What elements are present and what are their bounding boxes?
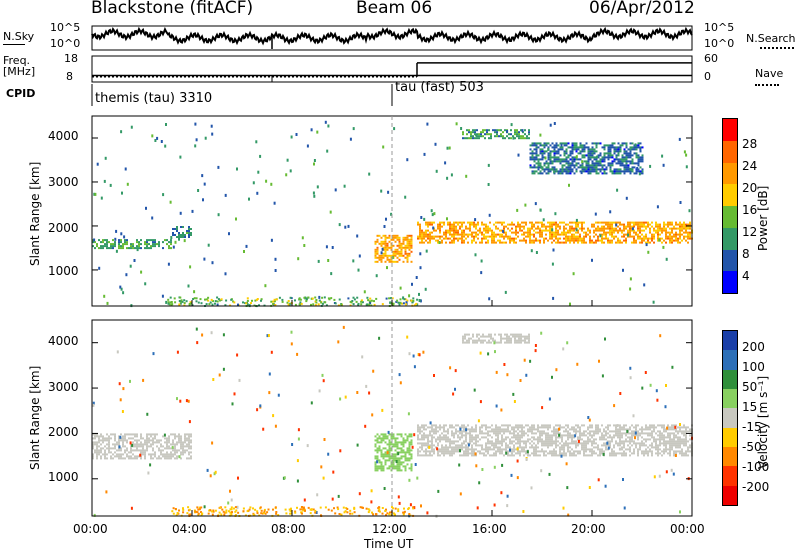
power-colorbar-cell-5 (723, 227, 737, 250)
power-colorbar (722, 118, 738, 294)
xtick-1: 04:00 (172, 522, 207, 536)
date-title: 06/Apr/2012 (589, 0, 695, 18)
velocity-cb-tick-m200: -200 (742, 480, 770, 494)
cpid-mode-2: tau (fast) 503 (395, 80, 484, 95)
power-cb-tick-20: 20 (742, 181, 758, 195)
noise-right-tick-bottom: 10^0 (704, 37, 735, 50)
power-ytick-4000: 4000 (48, 129, 79, 143)
power-ytick-1000: 1000 (48, 264, 79, 278)
xtick-0: 00:00 (73, 522, 108, 536)
nsky-label: N.Sky (3, 30, 35, 43)
power-colorbar-cell-2 (723, 162, 737, 185)
power-cb-tick-12: 12 (742, 225, 758, 239)
velocity-ytick-4000: 4000 (48, 334, 79, 348)
nsearch-label: N.Search (746, 32, 796, 45)
xaxis-label: Time UT (364, 537, 414, 551)
nsky-legend-line (3, 44, 25, 45)
power-colorbar-cell-7 (723, 271, 737, 293)
freq-label: Freq. (3, 54, 31, 67)
noise-left-tick-bottom: 10^0 (50, 37, 81, 50)
nave-legend-line (755, 84, 779, 86)
power-echo-band-2 (374, 234, 413, 263)
noise-sky-trace (91, 26, 693, 46)
power-colorbar-cell-6 (723, 249, 737, 272)
power-cb-tick-24: 24 (742, 159, 758, 173)
velocity-cb-tick-m50: -50 (742, 440, 762, 454)
power-colorbar-cell-4 (723, 206, 737, 228)
nave-label: Nave (755, 67, 784, 80)
velocity-colorbar-cell-3 (723, 388, 737, 409)
power-echo-band-1 (172, 226, 192, 238)
velocity-colorbar (722, 330, 738, 506)
velocity-colorbar-cell-4 (723, 408, 737, 428)
nave-right-tick-bottom: 0 (704, 70, 711, 83)
xtick-5: 20:00 (571, 522, 606, 536)
noise-panel-frame (91, 25, 693, 51)
velocity-scatter-echoes (92, 325, 693, 518)
power-colorbar-cell-0 (723, 119, 737, 141)
noise-right-tick-top: 10^5 (704, 21, 735, 34)
xtick-2: 08:00 (271, 522, 306, 536)
velocity-colorbar-cell-6 (723, 446, 737, 467)
power-colorbar-cell-1 (723, 140, 737, 163)
velocity-colorbar-cell-2 (723, 369, 737, 389)
power-colorbar-cell-3 (723, 184, 737, 206)
power-cb-tick-16: 16 (742, 203, 758, 217)
freq-panel-frame (91, 55, 693, 83)
velocity-cb-tick-m100: -100 (742, 460, 770, 474)
velocity-colorbar-cell-1 (723, 350, 737, 370)
beam-title: Beam 06 (356, 0, 433, 18)
xtick-6: 00:00 (670, 522, 705, 536)
nave-right-tick-top: 60 (704, 52, 718, 65)
xtick-3: 12:00 (372, 522, 407, 536)
station-title: Blackstone (fitACF) (91, 0, 254, 18)
power-echo-band-3 (417, 221, 693, 244)
power-cb-tick-4: 4 (742, 269, 750, 283)
xtick-4: 16:00 (472, 522, 507, 536)
velocity-ytick-3000: 3000 (48, 380, 79, 394)
cpid-mode-1: themis (tau) 3310 (95, 91, 213, 106)
velocity-cb-tick-m15: -15 (742, 420, 762, 434)
velocity-colorbar-cell-7 (723, 466, 737, 486)
freq-left-tick-top: 18 (64, 52, 78, 65)
velocity-colorbar-cell-5 (723, 427, 737, 447)
velocity-colorbar-cell-0 (723, 331, 737, 351)
velocity-echo-band-3 (462, 333, 530, 344)
velocity-cb-tick-200: 200 (742, 340, 765, 354)
freq-left-tick-bottom: 8 (66, 70, 73, 83)
velocity-cb-tick-100: 100 (742, 360, 765, 374)
velocity-ytick-2000: 2000 (48, 425, 79, 439)
velocity-colorbar-cell-8 (723, 485, 737, 505)
power-cb-tick-28: 28 (742, 137, 758, 151)
noise-left-tick-top: 10^5 (50, 21, 81, 34)
cpid-label: CPID (6, 87, 36, 100)
nsearch-legend-line (760, 47, 794, 49)
power-echo-band-4 (462, 129, 530, 140)
freq-unit-label: [MHz] (3, 65, 36, 78)
power-ytick-2000: 2000 (48, 221, 79, 235)
power-echo-band-0 (92, 239, 172, 250)
power-ytick-3000: 3000 (48, 175, 79, 189)
power-echo-band-5 (529, 142, 644, 175)
velocity-cb-tick-15: 15 (742, 400, 758, 414)
velocity-cb-tick-50: 50 (742, 380, 758, 394)
power-cb-tick-8: 8 (742, 247, 750, 261)
velocity-echo-band-1 (374, 433, 413, 472)
velocity-ytick-1000: 1000 (48, 470, 79, 484)
